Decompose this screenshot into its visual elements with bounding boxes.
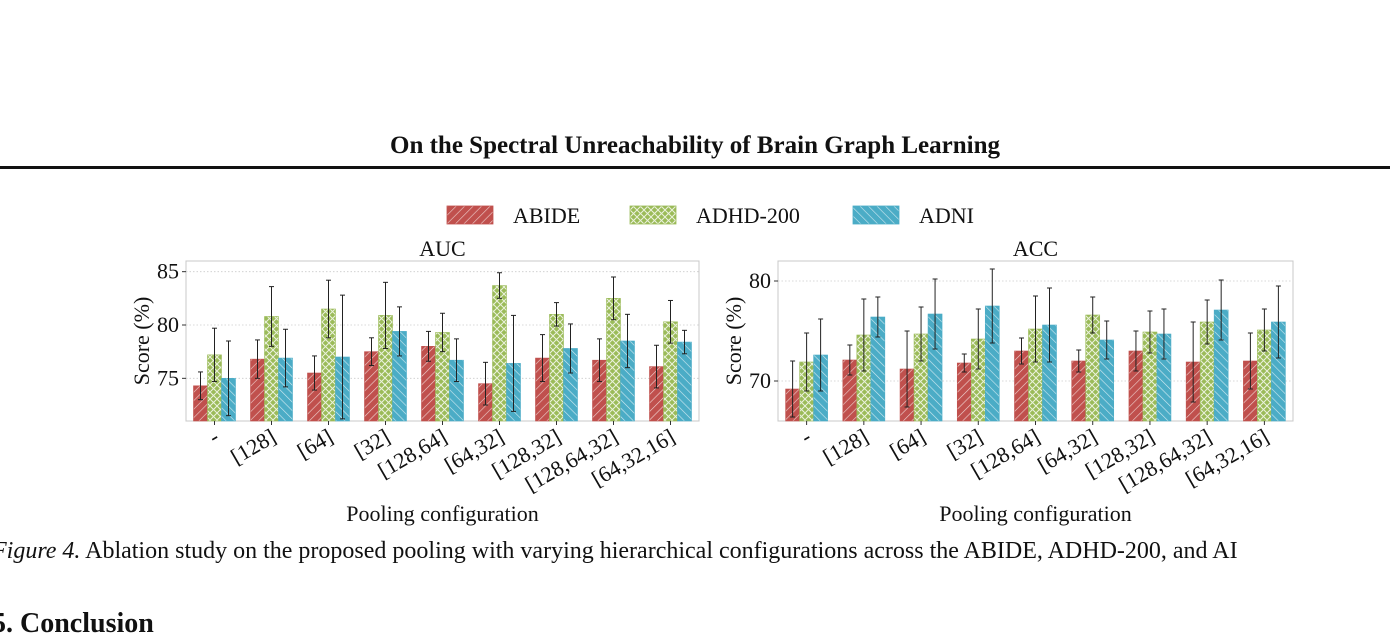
- bar-adhd-200: [492, 285, 507, 422]
- running-title: On the Spectral Unreachability of Brain …: [390, 132, 1000, 159]
- y-tick-label: 85: [157, 259, 179, 284]
- y-tick-label: 75: [157, 365, 179, 390]
- y-tick-label: 80: [157, 312, 179, 337]
- x-axis-label: Pooling configuration: [346, 501, 538, 526]
- y-tick-label: 80: [749, 268, 771, 293]
- legend-swatch-abide: [446, 205, 494, 225]
- caption-text: Ablation study on the proposed pooling w…: [80, 538, 1238, 564]
- legend-swatch-adhd-200: [629, 205, 677, 225]
- x-tick-label: [64]: [885, 424, 929, 464]
- chart-title: AUC: [419, 236, 465, 261]
- x-tick-label: [128]: [819, 424, 873, 469]
- legend-swatch-adni: [852, 205, 900, 225]
- x-tick-label: -: [796, 424, 815, 449]
- legend-label-adhd-200: ADHD-200: [696, 203, 800, 228]
- legend-label-abide: ABIDE: [513, 203, 580, 228]
- y-tick-label: 70: [749, 368, 771, 393]
- chart-legend: ABIDE ADHD-200 ADNI: [446, 203, 974, 228]
- x-tick-label: -: [204, 424, 223, 449]
- x-tick-label: [128]: [226, 424, 280, 469]
- bar-adhd-200: [549, 314, 564, 422]
- x-tick-label: [64]: [293, 424, 337, 464]
- header-rule: [0, 166, 1390, 169]
- figure-caption: Figure 4. Ablation study on the proposed…: [0, 538, 1390, 565]
- legend-label-adni: ADNI: [919, 203, 974, 228]
- caption-label: Figure 4.: [0, 538, 81, 564]
- y-axis-label: Score (%): [129, 297, 154, 386]
- y-axis-label: Score (%): [721, 297, 746, 386]
- x-axis-label: Pooling configuration: [939, 501, 1131, 526]
- chart-title: ACC: [1013, 236, 1058, 261]
- section-heading: 5. Conclusion: [0, 608, 154, 639]
